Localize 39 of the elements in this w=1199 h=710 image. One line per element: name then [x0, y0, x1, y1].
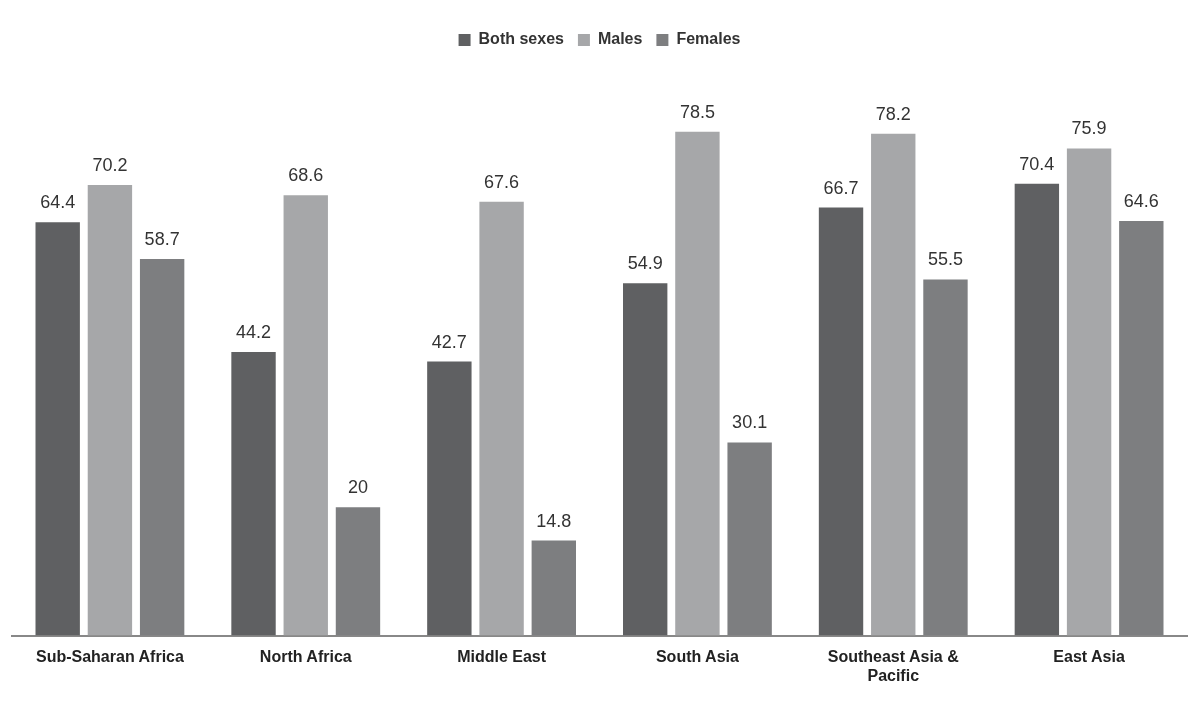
bar — [871, 133, 916, 636]
x-tick-label: South Asia — [655, 647, 739, 665]
x-tick-label: Southeast Asia & Pacific — [827, 647, 960, 684]
bar — [675, 131, 720, 636]
bar — [87, 185, 133, 636]
bar — [623, 283, 668, 636]
x-tick-label: Sub-Saharan Africa — [35, 647, 184, 665]
data-label: 20 — [347, 477, 368, 498]
data-label: 75.9 — [1071, 118, 1107, 139]
data-label: 67.6 — [484, 171, 520, 192]
data-label: 14.8 — [536, 510, 572, 531]
legend-label: Males — [597, 30, 643, 48]
legend-label: Both sexes — [478, 30, 565, 48]
data-label: 44.2 — [236, 321, 272, 342]
bar — [1014, 183, 1060, 636]
legend-label: Females — [676, 30, 741, 48]
bar — [35, 222, 80, 636]
data-label: 78.5 — [679, 101, 715, 122]
data-label: 68.6 — [288, 165, 324, 186]
data-label: 55.5 — [927, 249, 963, 270]
data-label: 30.1 — [732, 412, 768, 433]
bar — [818, 207, 864, 636]
x-tick-label: East Asia — [1053, 647, 1125, 665]
bar — [283, 195, 328, 636]
data-label: 66.7 — [823, 177, 859, 198]
data-label: 58.7 — [144, 228, 180, 249]
data-label: 64.4 — [40, 192, 76, 213]
bar — [1066, 148, 1112, 636]
bar — [231, 351, 276, 636]
data-label: 70.2 — [92, 155, 128, 176]
x-tick-label: North Africa — [259, 647, 352, 665]
data-label: 70.4 — [1019, 153, 1055, 174]
data-label: 78.2 — [875, 103, 911, 124]
bar — [479, 201, 524, 636]
data-label: 64.6 — [1123, 190, 1159, 211]
bar — [427, 361, 472, 636]
x-tick-label: Middle East — [457, 647, 547, 665]
data-label: 54.9 — [627, 253, 663, 274]
data-label: 42.7 — [431, 331, 467, 352]
